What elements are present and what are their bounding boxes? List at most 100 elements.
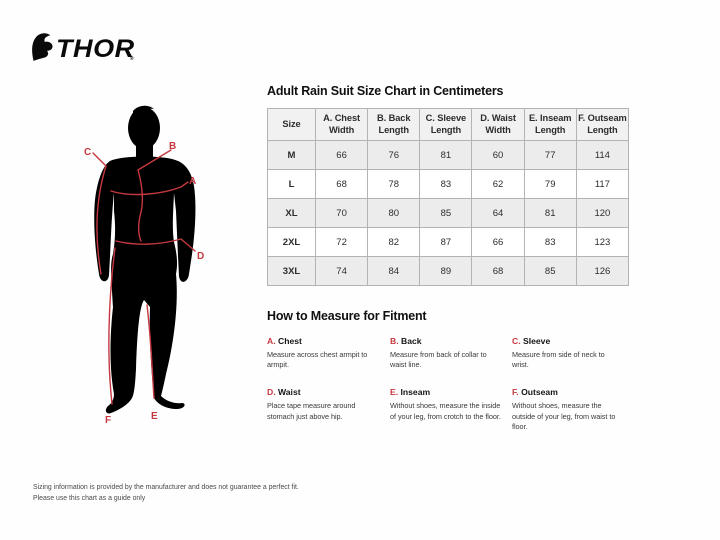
measure-line-inseam <box>146 304 155 399</box>
value-cell: 80 <box>367 198 421 228</box>
measure-item-back: B. Back Measure from back of collar to wa… <box>390 336 512 370</box>
measure-item-label: C. Sleeve <box>512 336 629 346</box>
table-row: 2XL 72 82 87 66 83 123 <box>267 227 630 257</box>
value-cell: 120 <box>575 198 630 228</box>
measure-item-letter: F. <box>512 387 519 398</box>
measure-item-name: Outseam <box>521 387 558 398</box>
value-cell: 60 <box>471 140 525 170</box>
measure-item-label: F. Outseam <box>512 387 629 397</box>
how-to-measure-heading: How to Measure for Fitment <box>267 309 427 323</box>
label-e: E <box>151 411 158 422</box>
measure-item-sleeve: C. Sleeve Measure from side of neck to wr… <box>512 336 629 370</box>
measure-item-name: Sleeve <box>522 336 551 346</box>
measure-item-label: B. Back <box>390 336 512 346</box>
table-row: 3XL 74 84 89 68 85 126 <box>267 256 630 286</box>
value-cell: 89 <box>419 256 473 286</box>
measurement-labels: A B C D E F <box>84 141 204 426</box>
disclaimer-line-2: Please use this chart as a guide only <box>33 494 146 502</box>
table-row: XL 70 80 85 64 81 120 <box>267 198 630 228</box>
measure-grid: A. Chest Measure across chest armpit to a… <box>267 336 629 432</box>
size-cell: 2XL <box>267 227 316 257</box>
column-header: F. Outseam Length <box>575 108 630 141</box>
column-header: C. Sleeve Length <box>419 108 473 141</box>
measure-item-name: Waist <box>277 387 301 398</box>
thor-helmet-icon <box>32 33 53 61</box>
column-header: B. Back Length <box>367 108 421 141</box>
value-cell: 72 <box>314 227 369 257</box>
value-cell: 84 <box>367 256 421 286</box>
value-cell: 81 <box>523 198 577 228</box>
measure-item-label: A. Chest <box>267 336 390 346</box>
disclaimer: Sizing information is provided by the ma… <box>33 483 299 504</box>
label-d: D <box>197 251 204 262</box>
label-f: F <box>105 415 111 426</box>
body-silhouette <box>94 105 196 414</box>
measure-line-chest <box>110 181 189 196</box>
measurement-lines <box>92 149 196 405</box>
measure-item-outseam: F. Outseam Without shoes, measure the out… <box>512 387 629 432</box>
column-header: E. Inseam Length <box>523 108 577 141</box>
value-cell: 64 <box>471 198 525 228</box>
value-cell: 62 <box>471 169 525 199</box>
value-cell: 83 <box>523 227 577 257</box>
value-cell: 123 <box>575 227 630 257</box>
value-cell: 77 <box>523 140 577 170</box>
measure-item-chest: A. Chest Measure across chest armpit to a… <box>267 336 390 370</box>
value-cell: 114 <box>575 140 630 170</box>
table-header-row: Size A. Chest Width B. Back Length C. Sleev… <box>267 108 630 141</box>
registered-mark: ® <box>129 56 134 62</box>
value-cell: 70 <box>314 198 369 228</box>
size-cell: M <box>267 140 316 170</box>
measure-item-letter: C. <box>512 336 521 346</box>
value-cell: 87 <box>419 227 473 257</box>
measure-item-letter: B. <box>390 336 399 346</box>
value-cell: 76 <box>367 140 421 170</box>
value-cell: 82 <box>367 227 421 257</box>
measure-line-back <box>137 149 172 242</box>
column-header: Size <box>267 108 316 141</box>
body-silhouette-svg: A B C D E F <box>84 105 204 426</box>
measurement-figure: A B C D E F <box>30 103 230 435</box>
value-cell: 85 <box>419 198 473 228</box>
measure-item-label: E. Inseam <box>390 387 512 397</box>
label-c: C <box>84 147 91 158</box>
size-cell: XL <box>267 198 316 228</box>
value-cell: 68 <box>314 169 369 199</box>
value-cell: 74 <box>314 256 369 286</box>
value-cell: 68 <box>471 256 525 286</box>
measure-line-waist <box>115 238 196 252</box>
measure-item-description: Measure across chest armpit to armpit. <box>267 350 368 370</box>
measure-item-name: Chest <box>277 336 302 346</box>
brand-logo: THOR ® <box>31 33 134 62</box>
value-cell: 85 <box>523 256 577 286</box>
value-cell: 117 <box>575 169 630 199</box>
brand-wordmark: THOR <box>56 35 135 63</box>
table-row: L 68 78 83 62 79 117 <box>267 169 630 199</box>
size-table-body: M 66 76 81 60 77 114 L 68 78 83 62 79 117 XL 70 80 85 64 81… <box>267 140 630 286</box>
value-cell: 81 <box>419 140 473 170</box>
measure-item-letter: E. <box>390 387 399 398</box>
content-column: Adult Rain Suit Size Chart in Centimeter… <box>267 84 630 432</box>
measure-item-description: Measure from back of collar to waist lin… <box>390 350 487 370</box>
column-header: D. Waist Width <box>471 108 525 141</box>
size-chart-title: Adult Rain Suit Size Chart in Centimeter… <box>267 84 504 98</box>
measure-item-name: Back <box>400 336 422 346</box>
measure-item-description: Without shoes, measure the outside of yo… <box>512 401 616 431</box>
measure-item-label: D. Waist <box>267 387 390 397</box>
size-cell: L <box>267 169 316 199</box>
size-cell: 3XL <box>267 256 316 286</box>
measure-item-description: Without shoes, measure the inside of you… <box>390 401 501 421</box>
label-a: A <box>189 176 196 187</box>
measure-item-inseam: E. Inseam Without shoes, measure the insi… <box>390 387 512 432</box>
measure-item-description: Place tape measure around stomach just a… <box>267 401 356 421</box>
label-b: B <box>169 141 176 152</box>
value-cell: 78 <box>367 169 421 199</box>
measure-item-name: Inseam <box>400 387 431 398</box>
disclaimer-line-1: Sizing information is provided by the ma… <box>33 484 299 491</box>
measure-item-letter: A. <box>267 336 276 346</box>
measure-item-description: Measure from side of neck to wrist. <box>512 350 605 370</box>
measure-item-letter: D. <box>267 387 276 398</box>
value-cell: 66 <box>314 140 369 170</box>
table-row: M 66 76 81 60 77 114 <box>267 140 630 170</box>
value-cell: 66 <box>471 227 525 257</box>
